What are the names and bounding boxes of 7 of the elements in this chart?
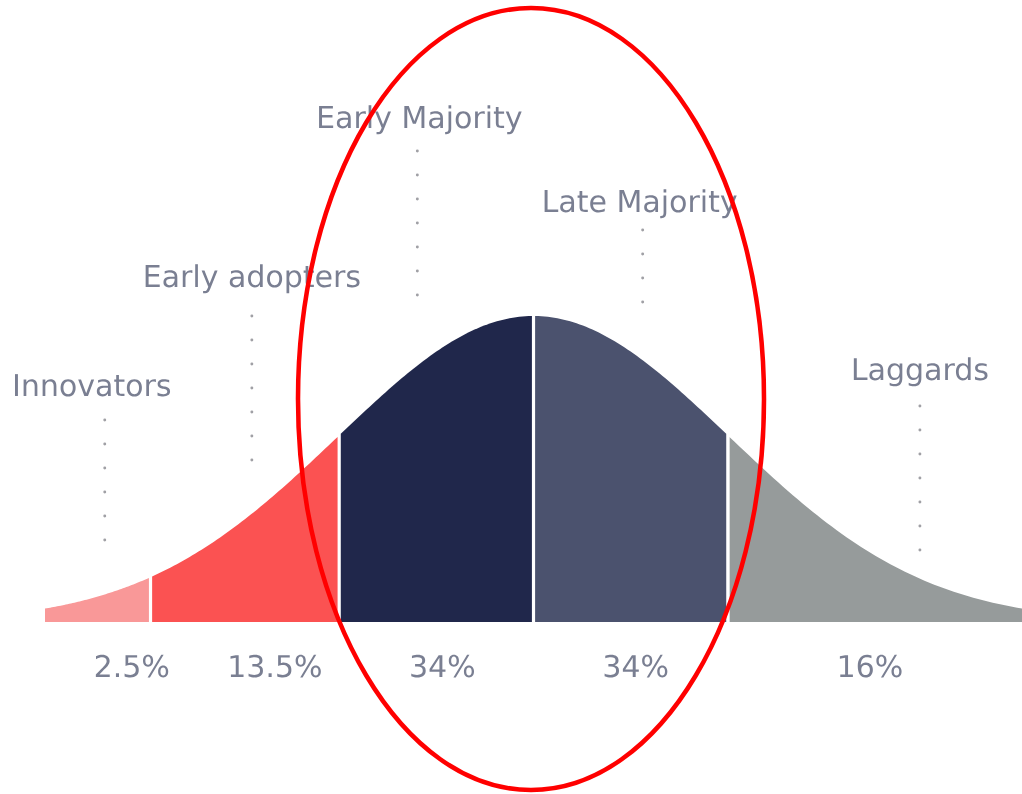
data-label: 13.5% (230, 654, 321, 678)
data-label: 16% (839, 654, 902, 678)
category-label: Innovators (14, 374, 171, 397)
data-label: 34% (411, 654, 475, 678)
category-label: Laggards (853, 357, 988, 387)
data-label: 34% (604, 654, 668, 678)
data-label: 2.5% (95, 654, 169, 678)
